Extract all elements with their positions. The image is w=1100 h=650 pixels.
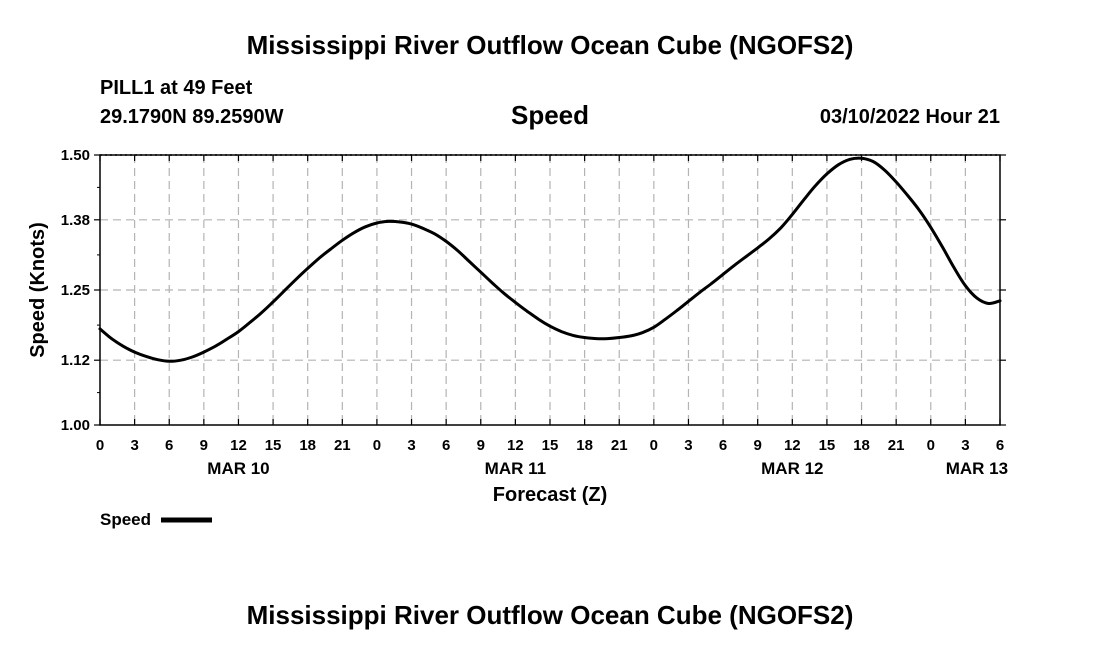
- x-tick-label: 18: [576, 437, 593, 454]
- x-tick-label: 12: [784, 437, 801, 454]
- x-tick-label: 6: [165, 437, 173, 454]
- y-tick-label: 1.25: [61, 282, 90, 299]
- axis-labels: 0 3 6 9 12 15 18 21 0 3 6 9 12 15 18 21 0 3 6 9 12 15 18 21 0 3 6 1…: [61, 147, 1008, 478]
- y-tick-label: 1.50: [61, 147, 90, 164]
- x-tick-label: 9: [754, 437, 762, 454]
- x-tick-label: 0: [96, 437, 104, 454]
- x-tick-label: 15: [542, 437, 559, 454]
- x-tick-label: 15: [265, 437, 282, 454]
- footer-title: Mississippi River Outflow Ocean Cube (NG…: [246, 600, 854, 630]
- grid-lines: [100, 154, 1000, 425]
- station-label: PILL1 at 49 Feet: [100, 77, 253, 99]
- chart-title: Mississippi River Outflow Ocean Cube (NG…: [246, 30, 854, 60]
- x-tick-label: 12: [507, 437, 524, 454]
- x-tick-label: 6: [996, 437, 1004, 454]
- x-tick-label: 9: [477, 437, 485, 454]
- x-axis-title: Forecast (Z): [493, 484, 607, 506]
- x-tick-label: 21: [888, 437, 905, 454]
- x-tick-label: 6: [442, 437, 450, 454]
- legend-label: Speed: [100, 510, 151, 529]
- station-coordinates: 29.1790N 89.2590W: [100, 106, 284, 128]
- x-tick-label: 12: [230, 437, 247, 454]
- y-tick-label: 1.00: [61, 417, 90, 434]
- variable-title: Speed: [510, 100, 590, 130]
- x-tick-label: 15: [819, 437, 836, 454]
- x-tick-label: 18: [299, 437, 316, 454]
- x-tick-label: 18: [853, 437, 870, 454]
- x-tick-label: 6: [719, 437, 727, 454]
- plot-frame: [99, 154, 1001, 426]
- x-tick-label: 21: [611, 437, 628, 454]
- x-tick-label: 0: [927, 437, 935, 454]
- x-tick-label: 0: [650, 437, 658, 454]
- forecast-datetime: 03/10/2022 Hour 21: [819, 106, 1000, 128]
- day-label: MAR 10: [207, 459, 269, 478]
- day-label: MAR 13: [946, 459, 1008, 478]
- y-tick-label: 1.38: [61, 212, 90, 229]
- y-axis-title: Speed (Knots): [27, 222, 49, 358]
- speed-series-line: [98, 156, 1002, 363]
- y-tick-label: 1.12: [61, 352, 90, 369]
- x-tick-label: 3: [961, 437, 969, 454]
- day-label: MAR 11: [485, 459, 546, 478]
- x-tick-label: 3: [130, 437, 138, 454]
- x-tick-label: 3: [407, 437, 415, 454]
- day-label: MAR 12: [761, 459, 823, 478]
- x-tick-label: 9: [200, 437, 208, 454]
- x-tick-label: 3: [684, 437, 692, 454]
- x-tick-label: 21: [334, 437, 351, 454]
- x-tick-label: 0: [373, 437, 381, 454]
